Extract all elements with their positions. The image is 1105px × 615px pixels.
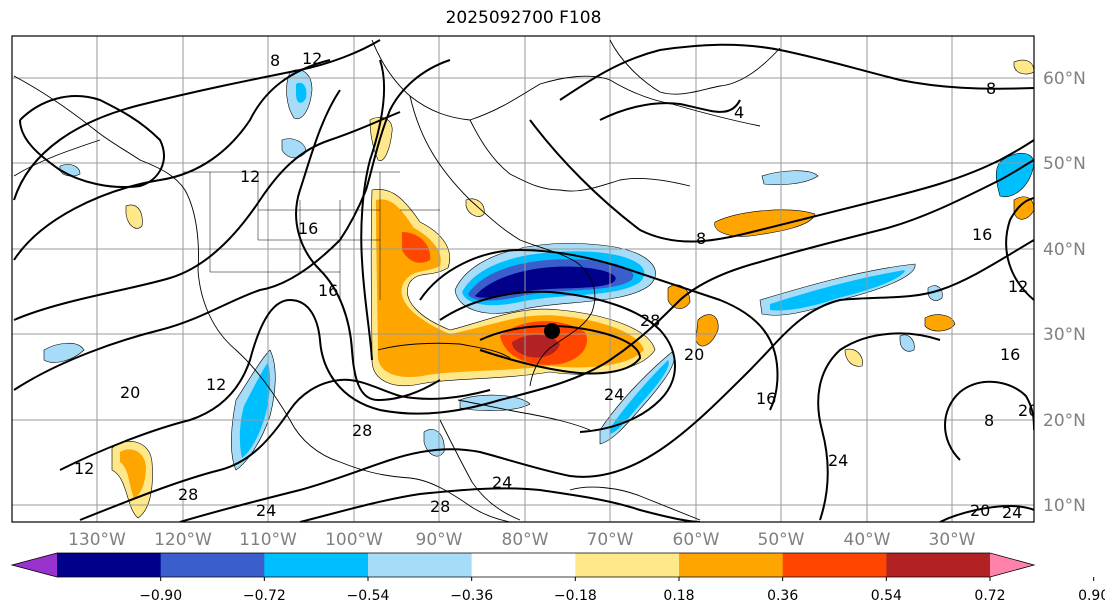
lat-label: 20°N bbox=[1043, 411, 1086, 431]
contour-label: 16 bbox=[756, 389, 776, 408]
lat-label: 60°N bbox=[1043, 69, 1086, 89]
contour-label: 8 bbox=[696, 229, 706, 248]
gridlines bbox=[12, 36, 1034, 522]
colorbar-outline bbox=[10, 552, 1036, 578]
colorbar-segment bbox=[160, 553, 265, 577]
contour-label: 16 bbox=[318, 281, 338, 300]
lon-label: 60°W bbox=[673, 530, 720, 550]
contour-label: 20 bbox=[120, 383, 140, 402]
contour-labels: 8 12 4 8 12 16 16 12 8 16 28 20 24 16 20… bbox=[74, 49, 1038, 522]
contour-label: 12 bbox=[302, 49, 322, 68]
contour-label: 20 bbox=[970, 501, 990, 520]
contour-label: 16 bbox=[298, 219, 318, 238]
contour-label: 20 bbox=[684, 345, 704, 364]
colorbar-segment bbox=[264, 553, 369, 577]
contour-lines bbox=[13, 39, 1034, 522]
lon-label: 80°W bbox=[502, 530, 549, 550]
colorbar-segment bbox=[886, 553, 991, 577]
center-point-marker bbox=[544, 323, 560, 339]
lon-label: 30°W bbox=[929, 530, 976, 550]
lat-label: 50°N bbox=[1043, 154, 1086, 174]
contour-label: 12 bbox=[74, 459, 94, 478]
contour-label: 16 bbox=[1000, 345, 1020, 364]
colorbar-tick-label: 0.54 bbox=[871, 588, 902, 604]
contour-label: 24 bbox=[492, 473, 512, 492]
longitude-labels: 130°W 120°W 110°W 100°W 90°W 80°W 70°W 6… bbox=[68, 530, 976, 550]
contour-label: 8 bbox=[984, 411, 994, 430]
colorbar-tick-label: 0.18 bbox=[663, 588, 694, 604]
lon-label: 50°W bbox=[758, 530, 805, 550]
lon-label: 110°W bbox=[239, 530, 297, 550]
contour-label: 28 bbox=[430, 497, 450, 516]
contour-label: 16 bbox=[972, 225, 992, 244]
shaded-field bbox=[43, 59, 1034, 519]
contour-label: 24 bbox=[1002, 503, 1022, 522]
colorbar-tick-label: −0.36 bbox=[450, 588, 493, 604]
lat-label: 40°N bbox=[1043, 240, 1086, 260]
contour-label: 8 bbox=[270, 51, 280, 70]
contour-label: 24 bbox=[256, 501, 276, 520]
map-border bbox=[11, 35, 1035, 523]
contour-label: 20 bbox=[1018, 401, 1038, 420]
colorbar-tick-label: 0.72 bbox=[974, 588, 1005, 604]
colorbar-tick-label: −0.18 bbox=[554, 588, 597, 604]
contour-label: 12 bbox=[206, 375, 226, 394]
colorbar-segment bbox=[368, 553, 473, 577]
lat-label: 10°N bbox=[1043, 496, 1086, 516]
contour-label: 24 bbox=[604, 385, 624, 404]
map-title: 2025092700 F108 bbox=[445, 8, 602, 28]
lon-label: 120°W bbox=[154, 530, 212, 550]
lon-label: 100°W bbox=[325, 530, 383, 550]
contour-label: 12 bbox=[1008, 277, 1028, 296]
contour-label: 28 bbox=[178, 485, 198, 504]
contour-label: 24 bbox=[828, 451, 848, 470]
colorbar-tick-label: −0.90 bbox=[139, 588, 182, 604]
colorbar-segment bbox=[471, 553, 576, 577]
colorbar: −0.90 −0.72 −0.54 −0.36 −0.18 0.18 0.36 0.54 0.7… bbox=[10, 552, 1105, 604]
lat-label: 30°N bbox=[1043, 325, 1086, 345]
contour-label: 28 bbox=[352, 421, 372, 440]
coastlines bbox=[13, 39, 781, 522]
lon-label: 90°W bbox=[416, 530, 463, 550]
colorbar-segment bbox=[679, 553, 784, 577]
latitude-labels: 60°N 50°N 40°N 30°N 20°N 10°N bbox=[1043, 69, 1086, 516]
colorbar-extend-high bbox=[990, 553, 1034, 577]
colorbar-segment bbox=[782, 553, 887, 577]
colorbar-tick-label: −0.72 bbox=[243, 588, 286, 604]
contour-label: 4 bbox=[734, 103, 744, 122]
lon-label: 70°W bbox=[587, 530, 634, 550]
colorbar-extend-low bbox=[12, 553, 57, 577]
contour-label: 8 bbox=[986, 79, 996, 98]
colorbar-tick-label: −0.54 bbox=[347, 588, 390, 604]
colorbar-tick-label: 0.90 bbox=[1078, 588, 1105, 604]
colorbar-segment bbox=[575, 553, 680, 577]
contour-label: 12 bbox=[240, 167, 260, 186]
lon-label: 130°W bbox=[68, 530, 126, 550]
colorbar-tick-label: 0.36 bbox=[767, 588, 798, 604]
contour-label: 28 bbox=[640, 311, 660, 330]
colorbar-segment bbox=[57, 553, 162, 577]
state-borders bbox=[183, 171, 440, 300]
lon-label: 40°W bbox=[844, 530, 891, 550]
